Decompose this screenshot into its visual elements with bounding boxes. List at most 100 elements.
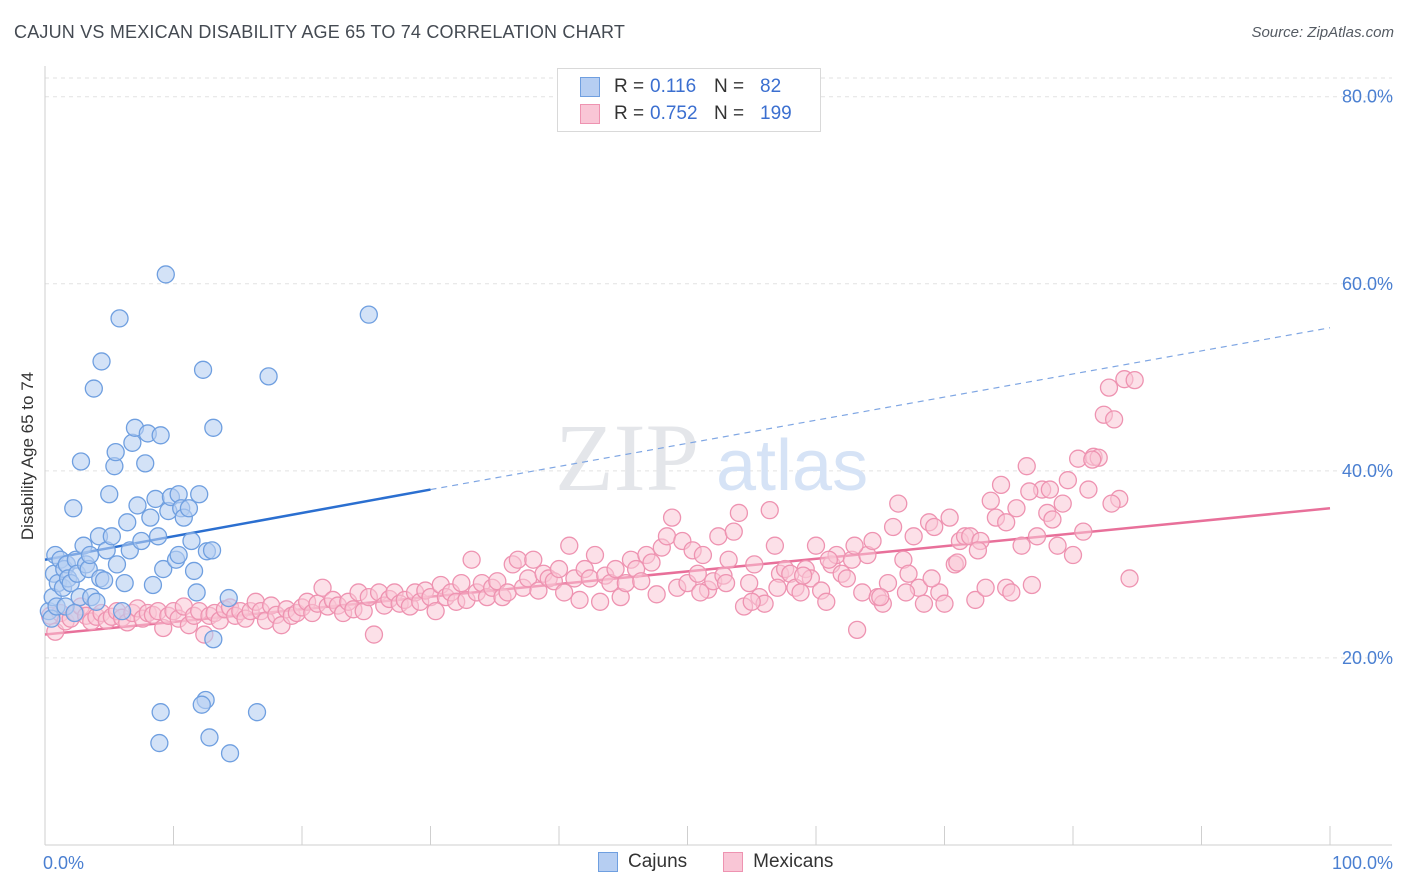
mexicans-point	[1120, 569, 1139, 588]
cajuns-point	[190, 485, 209, 504]
legend-row-cajuns: R = 0.116 N = 82	[580, 75, 781, 99]
cajuns-point	[84, 379, 103, 398]
mexicans-point	[724, 522, 743, 541]
mexicans-point	[647, 585, 666, 604]
cajuns-point	[118, 513, 137, 532]
legend-r-label: R =	[614, 103, 645, 124]
y-tick-label: 80.0%	[1342, 87, 1393, 107]
mexicans-point	[691, 583, 710, 602]
mexicans-point	[1020, 482, 1039, 501]
mexicans-point	[524, 550, 543, 569]
mexicans-point	[1125, 370, 1144, 390]
mexicans-point	[709, 527, 728, 546]
mexicans-point	[819, 550, 838, 569]
mexicans-point	[1058, 471, 1078, 490]
cajuns-point	[106, 442, 125, 462]
legend-r-value: 0.116	[650, 76, 697, 97]
mexicans-point	[688, 564, 707, 583]
mexicans-point	[899, 564, 918, 583]
series-legend: Cajuns Mexicans	[598, 851, 869, 873]
mexicans-point	[549, 559, 569, 579]
cajuns-point	[204, 630, 223, 649]
mexicans-point	[745, 555, 764, 574]
data-points	[39, 265, 1144, 763]
mexicans-point	[1063, 545, 1083, 565]
mexicans-point	[817, 592, 836, 611]
mexicans-point	[889, 494, 908, 513]
cajuns-point	[110, 309, 129, 328]
x-tick-label-min: 0.0%	[43, 853, 84, 873]
cajuns-trend-extension	[430, 327, 1331, 491]
mexicans-point	[791, 583, 810, 602]
legend-item-cajuns: Cajuns	[598, 851, 687, 873]
chart-title: CAJUN VS MEXICAN DISABILITY AGE 65 TO 74…	[14, 22, 626, 42]
watermark-atlas: atlas	[716, 426, 868, 506]
mexicans-point	[1102, 494, 1121, 513]
axis-labels: 20.0% 40.0% 60.0% 80.0% 0.0% 100.0% Disability…	[18, 87, 1393, 873]
watermark-zip: ZIP	[555, 404, 699, 511]
cajuns-point	[247, 703, 267, 722]
mexicans-point	[716, 573, 736, 593]
mexicans-point	[642, 553, 661, 572]
legend-swatch-mexicans	[580, 104, 600, 124]
cajuns-point	[102, 527, 121, 546]
cajuns-point	[193, 360, 213, 379]
cajuns-point	[179, 499, 199, 518]
mexicans-point	[847, 620, 867, 640]
cajuns-point	[146, 489, 165, 509]
mexicans-point	[760, 500, 779, 520]
mexicans-point	[1079, 480, 1098, 499]
mexicans-point	[878, 573, 898, 593]
mexicans-point	[997, 513, 1016, 532]
mexicans-point	[1053, 494, 1072, 513]
cajuns-point	[204, 418, 223, 437]
legend-n-label: N =	[714, 103, 745, 124]
cajuns-point	[200, 728, 219, 747]
mexicans-point	[313, 578, 332, 597]
legend-row-mexicans: R = 0.752 N = 199	[580, 102, 792, 126]
cajuns-point	[94, 571, 114, 590]
mexicans-point	[1104, 410, 1124, 429]
mexicans-point	[719, 550, 738, 569]
cajuns-point	[184, 561, 204, 581]
mexicans-point	[966, 590, 985, 610]
legend-r-label: R =	[614, 76, 645, 97]
mexicans-point	[740, 573, 759, 593]
mexicans-point	[657, 527, 677, 546]
cajuns-point	[187, 583, 206, 602]
cajuns-point	[151, 426, 170, 445]
legend-n-value: 82	[760, 76, 782, 97]
mexicans-point	[554, 583, 574, 602]
mexicans-point	[729, 503, 749, 523]
mexicans-point	[570, 590, 589, 610]
y-tick-label: 20.0%	[1342, 648, 1393, 668]
y-tick-label: 60.0%	[1342, 274, 1393, 294]
mexicans-point	[768, 578, 787, 597]
cajuns-point	[123, 433, 142, 452]
cajuns-point	[220, 744, 240, 763]
source-label: Source: ZipAtlas.com	[1251, 24, 1394, 41]
mexicans-point	[529, 581, 548, 600]
mexicans-point	[925, 517, 944, 537]
cajuns-point	[92, 352, 111, 371]
legend-label-mexicans: Mexicans	[753, 851, 834, 872]
mexicans-point	[1048, 536, 1067, 555]
mexicans-point	[837, 569, 856, 588]
mexicans-point	[662, 508, 682, 527]
y-axis-label: Disability Age 65 to 74	[18, 372, 37, 540]
mexicans-point	[871, 587, 890, 607]
cajuns-point	[156, 265, 175, 284]
legend-swatch-mexicans	[723, 852, 744, 872]
mexicans-point	[590, 592, 610, 611]
mexicans-point	[606, 559, 625, 579]
cajuns-point	[150, 733, 169, 753]
cajuns-point	[359, 305, 378, 324]
mexicans-point	[883, 517, 903, 537]
cajuns-point	[154, 559, 173, 579]
cajuns-point	[107, 555, 127, 574]
mexicans-point	[585, 545, 605, 565]
cajuns-point	[128, 496, 147, 515]
mexicans-point	[1002, 583, 1021, 602]
cajuns-point	[87, 592, 106, 611]
